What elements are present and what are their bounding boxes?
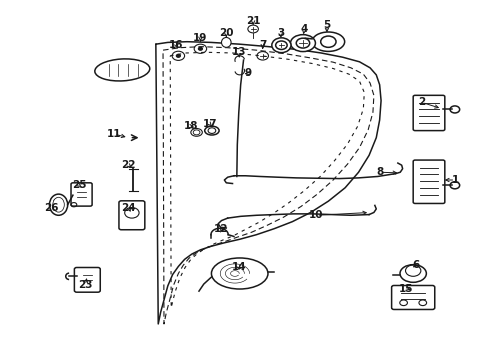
Ellipse shape [190, 129, 202, 136]
Ellipse shape [399, 265, 426, 282]
Text: 15: 15 [398, 284, 413, 294]
Text: 19: 19 [193, 33, 207, 43]
Text: 14: 14 [231, 262, 245, 273]
Text: 26: 26 [44, 203, 59, 212]
Text: 10: 10 [308, 210, 323, 220]
Text: 13: 13 [231, 47, 245, 57]
Circle shape [176, 54, 180, 57]
FancyBboxPatch shape [391, 285, 434, 310]
Ellipse shape [311, 32, 344, 51]
Ellipse shape [290, 35, 315, 51]
FancyBboxPatch shape [412, 95, 444, 131]
Ellipse shape [49, 194, 67, 215]
Text: 23: 23 [78, 280, 92, 290]
Text: 1: 1 [451, 175, 458, 185]
Text: 7: 7 [259, 40, 266, 50]
Text: 24: 24 [121, 203, 136, 212]
Ellipse shape [271, 38, 290, 53]
FancyBboxPatch shape [412, 160, 444, 203]
Text: 3: 3 [276, 27, 284, 37]
Ellipse shape [204, 126, 219, 135]
Text: 6: 6 [411, 260, 419, 270]
Text: 17: 17 [202, 119, 217, 129]
Text: 9: 9 [244, 68, 251, 78]
Text: 18: 18 [183, 121, 198, 131]
FancyBboxPatch shape [119, 201, 144, 230]
Text: 25: 25 [72, 180, 86, 190]
Text: 11: 11 [107, 129, 121, 139]
Text: 12: 12 [214, 224, 228, 234]
Ellipse shape [95, 59, 149, 81]
FancyBboxPatch shape [71, 183, 92, 206]
Circle shape [198, 48, 202, 50]
Text: 20: 20 [219, 27, 233, 37]
Text: 5: 5 [323, 21, 330, 31]
Ellipse shape [211, 258, 267, 289]
Text: 2: 2 [417, 98, 425, 107]
Text: 21: 21 [245, 15, 260, 26]
FancyBboxPatch shape [74, 267, 100, 292]
Text: 16: 16 [169, 40, 183, 50]
Ellipse shape [53, 197, 64, 212]
Text: 4: 4 [300, 24, 307, 34]
Text: 22: 22 [121, 160, 136, 170]
Ellipse shape [221, 37, 231, 48]
Text: 8: 8 [375, 167, 383, 177]
